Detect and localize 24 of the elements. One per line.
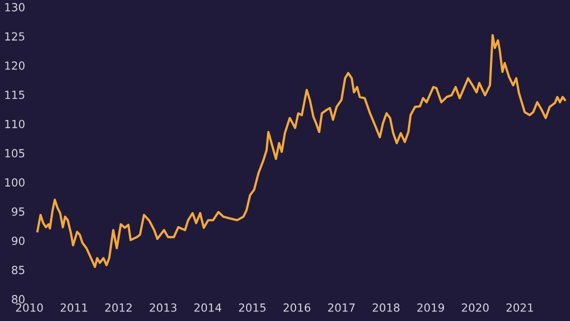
y-tick-label: 120 [5,61,25,70]
x-tick-label: 2013 [150,303,176,312]
x-tick-label: 2014 [194,303,222,312]
y-tick-label: 115 [5,90,24,100]
y-tick-label: 80 [12,294,25,304]
x-tick-label: 2012 [105,303,132,312]
line-series [36,34,566,268]
y-tick-label: 85 [12,266,24,274]
y-tick-label: 105 [5,149,24,158]
x-tick-label: 2017 [328,303,355,312]
x-tick-label: 2010 [16,303,43,312]
x-tick-label: 2020 [462,303,489,312]
x-tick-label: 2021 [506,303,533,312]
x-tick-label: 2019 [417,303,444,312]
y-tick-label: 125 [5,32,24,41]
x-tick-label: 2018 [372,303,400,312]
y-tick-label: 90 [12,236,25,245]
y-tick-label: 110 [5,120,25,128]
y-tick-label: 130 [5,3,25,12]
x-tick-label: 2015 [239,303,266,312]
x-tick-label: 2016 [284,303,310,312]
y-tick-label: 100 [5,178,25,187]
y-tick-label: 95 [12,207,24,216]
x-tick-label: 2011 [60,303,88,312]
